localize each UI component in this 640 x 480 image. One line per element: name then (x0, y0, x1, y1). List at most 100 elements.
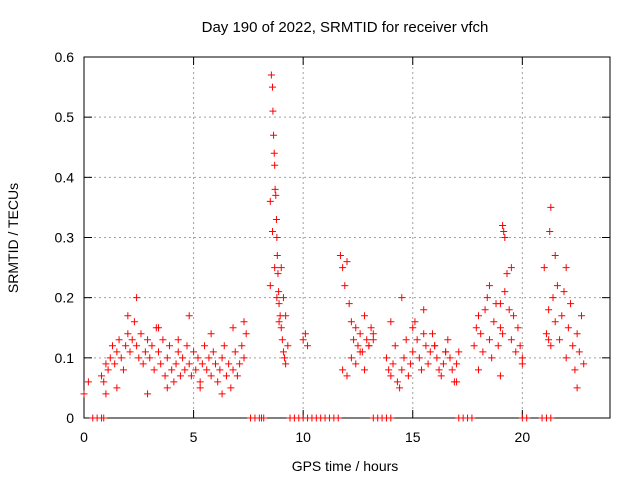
data-point (558, 312, 566, 320)
data-point (369, 336, 377, 344)
data-point (157, 360, 165, 368)
data-point (161, 372, 169, 380)
data-point (148, 342, 156, 350)
data-point (266, 197, 274, 205)
data-point (207, 372, 215, 380)
data-point (275, 300, 283, 308)
data-point (124, 330, 132, 338)
data-point (128, 336, 136, 344)
data-point (569, 342, 577, 350)
data-point (470, 342, 478, 350)
y-tick-label: 0.5 (55, 109, 75, 125)
data-point (339, 366, 347, 374)
data-point (494, 342, 502, 350)
data-point (343, 258, 351, 266)
data-point (165, 342, 173, 350)
data-point (363, 336, 371, 344)
data-point (475, 366, 482, 374)
data-point (485, 282, 493, 290)
data-points (80, 71, 588, 422)
data-point (266, 282, 274, 290)
data-point (468, 414, 476, 422)
data-point (168, 366, 176, 374)
data-point (207, 330, 215, 338)
data-point (496, 324, 504, 332)
data-point (282, 360, 290, 368)
data-point (163, 384, 171, 392)
data-point (409, 348, 417, 356)
data-point (146, 354, 154, 362)
data-point (422, 342, 430, 350)
data-point (573, 330, 581, 338)
data-point (352, 360, 360, 368)
data-point (155, 324, 163, 332)
y-axis-label: SRMTID / TECUs (5, 183, 21, 293)
data-point (84, 378, 92, 386)
data-point (80, 390, 88, 398)
data-point (347, 354, 355, 362)
data-point (356, 348, 364, 356)
data-point (334, 414, 342, 422)
data-point (220, 342, 228, 350)
data-point (205, 354, 213, 362)
data-point (102, 390, 110, 398)
data-point (275, 288, 283, 296)
data-point (387, 414, 395, 422)
data-point (551, 252, 559, 260)
data-point (236, 360, 244, 368)
data-point (510, 312, 518, 320)
data-point (507, 264, 515, 272)
data-point (122, 342, 130, 350)
data-point (428, 330, 436, 338)
data-point (272, 215, 280, 223)
x-tick-label: 10 (295, 429, 311, 445)
data-point (238, 342, 246, 350)
data-point (352, 324, 360, 332)
data-point (279, 348, 287, 356)
data-point (547, 414, 555, 422)
data-point (361, 366, 369, 374)
data-point (270, 149, 278, 157)
data-point (389, 360, 397, 368)
data-point (115, 336, 123, 344)
data-point (382, 354, 390, 362)
data-point (485, 336, 493, 344)
data-point (218, 390, 226, 398)
data-point (198, 360, 206, 368)
data-point (439, 360, 447, 368)
data-point (185, 360, 193, 368)
data-point (446, 354, 454, 362)
data-point (549, 294, 557, 302)
data-point (190, 348, 198, 356)
data-point (573, 384, 581, 392)
data-point (212, 360, 219, 368)
data-point (277, 264, 285, 272)
data-point (442, 348, 450, 356)
data-point (505, 306, 513, 314)
data-point (268, 227, 276, 235)
data-point (477, 330, 485, 338)
data-point (341, 282, 349, 290)
data-point (282, 312, 290, 320)
data-point (435, 366, 443, 374)
chart-title: Day 190 of 2022, SRMTID for receiver vfc… (202, 19, 489, 36)
data-point (501, 234, 509, 241)
data-point (271, 185, 279, 193)
data-point (547, 342, 555, 350)
data-point (163, 354, 171, 362)
data-point (144, 390, 152, 398)
data-point (483, 294, 491, 302)
data-point (499, 330, 507, 338)
data-point (229, 366, 237, 374)
data-point (453, 360, 461, 368)
data-point (500, 227, 508, 235)
data-point (433, 354, 441, 362)
data-point (194, 354, 202, 362)
data-point (267, 71, 275, 79)
data-point (431, 342, 439, 350)
data-point (560, 288, 568, 296)
data-point (404, 372, 412, 380)
data-point (104, 366, 112, 374)
data-point (580, 360, 588, 368)
